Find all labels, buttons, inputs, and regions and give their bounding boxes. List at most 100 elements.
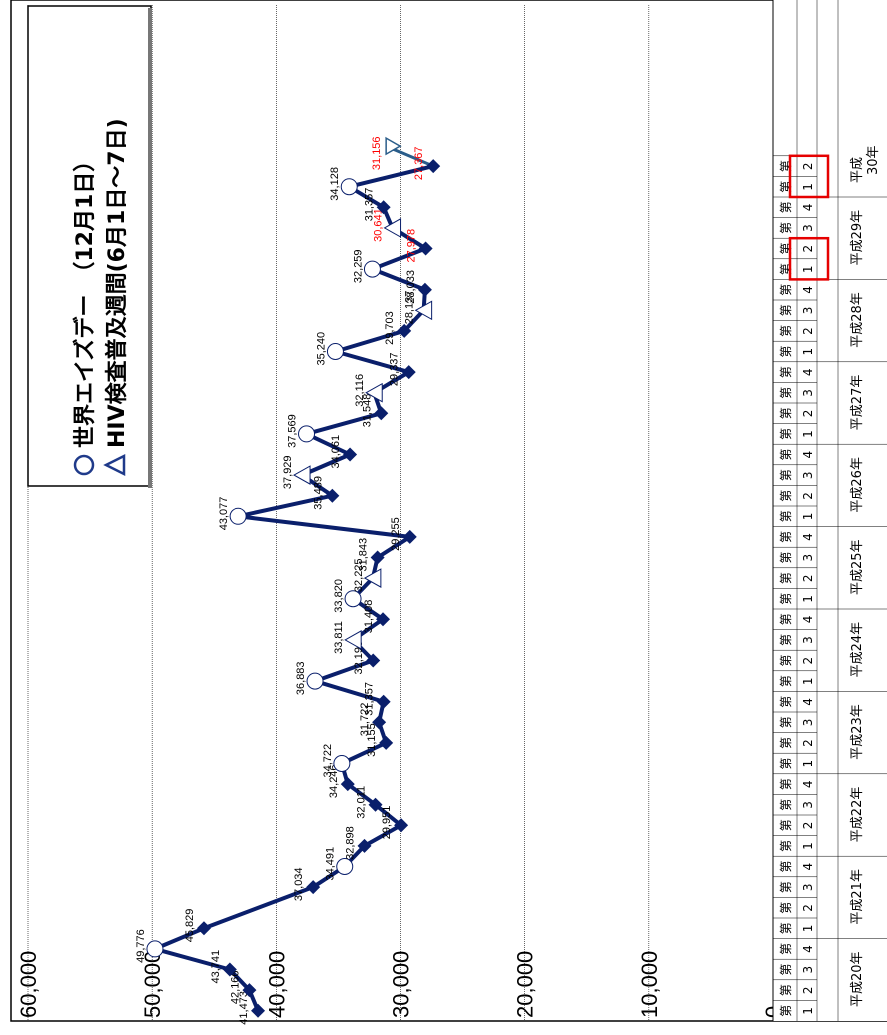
category-quarter-label: 4 (801, 616, 815, 624)
data-label: 34,246 (328, 764, 340, 798)
data-label: 31,843 (358, 538, 370, 572)
category-quarter-label: 3 (801, 554, 815, 562)
data-point (394, 818, 409, 833)
legend-triangle-label: HIV検査普及週間(6月1日～7日) (104, 118, 130, 448)
category-quarter-label: 2 (801, 574, 815, 582)
data-point (229, 507, 247, 525)
category-ki-label: 第 (779, 840, 793, 852)
data-point (372, 715, 387, 730)
data-label: 31,357 (364, 682, 376, 716)
data-label: 32,259 (352, 249, 364, 283)
category-ki-label: 第 (779, 325, 793, 337)
data-label: 29,337 (389, 352, 401, 386)
category-ki-label: 第 (779, 428, 793, 440)
category-quarter-label: 1 (801, 925, 815, 933)
category-ki-label: 第 (779, 572, 793, 584)
category-quarter-label: 1 (801, 1007, 815, 1015)
legend-triangle-icon (103, 453, 126, 477)
category-ki-label: 第 (779, 304, 793, 316)
data-point (340, 777, 355, 792)
category-ki-label: 第 (779, 613, 793, 625)
category-quarter-label: 2 (801, 822, 815, 830)
year-label: 平成28年 (850, 292, 865, 348)
category-ki-label: 第 (779, 819, 793, 831)
data-point (344, 630, 362, 650)
y-tick-label: 20,000 (513, 951, 538, 1018)
data-label: 31,408 (363, 600, 375, 634)
highlight-box (788, 236, 830, 281)
data-point (376, 612, 391, 627)
year-label: 平成25年 (850, 539, 865, 595)
category-quarter-label: 3 (801, 636, 815, 644)
data-label: 29,951 (381, 806, 393, 840)
year-label: 平成23年 (850, 704, 865, 760)
data-point (306, 880, 321, 895)
category-quarter-label: 4 (801, 863, 815, 871)
y-tick-label: 10,000 (637, 951, 662, 1018)
data-point (402, 529, 417, 544)
category-ki-label: 第 (779, 778, 793, 790)
category-ki-label: 第 (779, 593, 793, 605)
data-point (417, 282, 432, 297)
extra-marker (385, 136, 402, 156)
legend-shadow (148, 8, 152, 488)
category-quarter-label: 2 (801, 904, 815, 912)
data-point (242, 983, 257, 998)
category-quarter-label: 3 (801, 389, 815, 397)
data-label: 32,116 (354, 374, 366, 407)
data-label: 34,128 (329, 167, 341, 201)
data-label: 33,811 (333, 621, 345, 654)
data-label: 32,225 (353, 558, 365, 592)
category-ki-label: 第 (779, 469, 793, 481)
category-ki-label: 第 (779, 757, 793, 769)
y-tick-label: 40,000 (264, 951, 289, 1018)
data-point (251, 1003, 266, 1018)
y-tick-label: 60,000 (16, 951, 41, 1018)
category-ki-label: 第 (779, 201, 793, 213)
data-point (379, 735, 394, 750)
data-label: 33,820 (333, 579, 345, 613)
category-ki-label: 第 (779, 675, 793, 687)
data-label: 49,776 (135, 929, 147, 963)
data-label: 37,929 (282, 455, 294, 489)
category-quarter-label: 2 (801, 327, 815, 335)
data-label: 32,011 (356, 786, 368, 819)
highlight-box (788, 154, 830, 199)
category-ki-label: 第 (779, 716, 793, 728)
data-point (383, 218, 402, 238)
category-ki-label: 第 (779, 654, 793, 666)
category-table-bg (773, 0, 887, 1021)
data-point (365, 382, 383, 403)
data-point (340, 178, 358, 196)
data-label: 29,255 (390, 517, 402, 551)
category-quarter-label: 2 (801, 986, 815, 994)
data-label: 32,898 (345, 826, 357, 860)
category-ki-label: 第 (779, 510, 793, 522)
category-ki-label: 第 (779, 366, 793, 378)
category-quarter-label: 2 (801, 492, 815, 500)
category-quarter-label: 4 (801, 533, 815, 541)
data-point (414, 300, 433, 321)
data-label: 28,137 (404, 291, 416, 325)
category-ki-label: 第 (779, 387, 793, 399)
data-label: 34,722 (322, 744, 334, 778)
category-quarter-label: 1 (801, 513, 815, 521)
year-label: 平成29年 (850, 210, 865, 266)
data-label: 45,829 (184, 909, 196, 943)
category-table: 第 1第 2第 3第 4第 1第 2第 3第 4第 1第 2第 3第 4第 1第 2第 3第 4第 1第 2第 3第 4… (772, 0, 887, 1021)
data-point (363, 260, 381, 278)
category-ki-label: 第 (779, 407, 793, 419)
category-quarter-label: 2 (801, 739, 815, 747)
category-ki-label: 第 (779, 696, 793, 708)
data-label: 43,741 (210, 950, 222, 984)
year-label: 平成26年 (850, 457, 865, 513)
data-point (343, 447, 358, 462)
category-quarter-label: 1 (801, 760, 815, 768)
data-point (401, 365, 416, 380)
data-point (370, 550, 385, 565)
year-label: 平成27年 (850, 375, 865, 431)
data-label: 37,569 (287, 414, 299, 448)
category-quarter-label: 4 (801, 780, 815, 788)
data-point (344, 590, 362, 608)
year-label: 平成21年 (850, 869, 865, 925)
